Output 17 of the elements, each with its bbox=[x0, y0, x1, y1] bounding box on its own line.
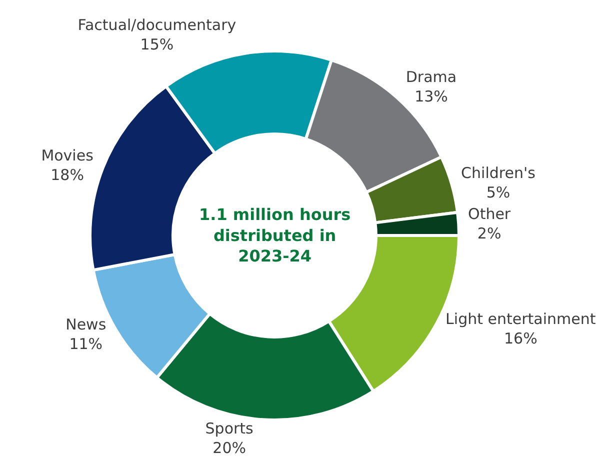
data-label: 11% bbox=[69, 335, 103, 354]
slice-label: Other bbox=[468, 205, 512, 224]
data-label: 2% bbox=[477, 224, 502, 243]
slice-label: Sports bbox=[205, 420, 254, 438]
data-label: 16% bbox=[504, 329, 538, 348]
data-label: 13% bbox=[414, 87, 448, 106]
slice-label: News bbox=[66, 316, 106, 334]
data-label: 5% bbox=[486, 183, 510, 202]
slice-label: Children's bbox=[461, 164, 536, 182]
slice-label: Movies bbox=[41, 146, 94, 164]
data-label: 15% bbox=[140, 36, 174, 54]
slice-label: Factual/documentary bbox=[78, 16, 236, 34]
data-label: 20% bbox=[212, 439, 246, 458]
slice-label: Drama bbox=[406, 68, 457, 86]
slice-label: Light entertainment bbox=[446, 310, 596, 328]
data-label: 18% bbox=[50, 166, 84, 184]
text: 1.1 million hours distributed in 2023-24 bbox=[199, 205, 351, 266]
